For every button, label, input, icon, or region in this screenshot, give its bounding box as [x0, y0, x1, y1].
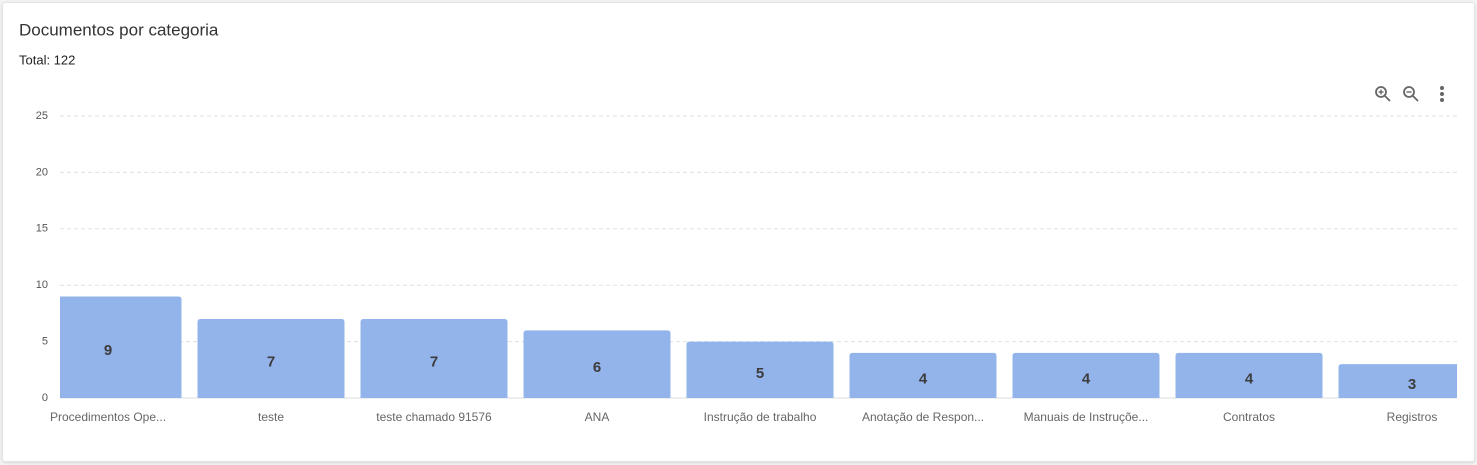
data-label: 4	[1245, 370, 1254, 387]
chart-subtitle: Total: 122	[19, 52, 75, 67]
data-label: 4	[1082, 370, 1091, 387]
x-tick-label: Procedimentos Ope...	[50, 410, 166, 424]
data-label: 5	[756, 365, 764, 382]
x-tick-label: ANA	[585, 410, 610, 424]
bar	[1175, 352, 1323, 398]
y-tick-label: 20	[36, 166, 48, 178]
menu-button[interactable]	[1440, 86, 1444, 102]
data-label: 6	[593, 359, 601, 376]
y-tick-label: 15	[36, 223, 48, 235]
zoom-in-button[interactable]	[1375, 86, 1391, 102]
y-tick-label: 10	[36, 279, 48, 291]
x-tick-label: Registros	[1387, 410, 1438, 424]
plot-area	[60, 296, 1457, 398]
x-tick-label: Anotação de Respon...	[862, 410, 984, 424]
y-tick-label: 0	[42, 392, 48, 404]
bar	[849, 352, 997, 398]
y-tick-label: 5	[42, 336, 48, 348]
data-label: 3	[1408, 376, 1416, 393]
x-tick-label: teste chamado 91576	[376, 410, 492, 424]
bar	[686, 341, 834, 398]
data-label: 9	[104, 342, 112, 359]
x-tick-label: Instrução de trabalho	[704, 410, 817, 424]
x-tick-label: teste	[258, 410, 284, 424]
bar	[1012, 352, 1160, 398]
bar	[1338, 364, 1457, 398]
bar	[360, 319, 508, 398]
data-label: 7	[267, 353, 275, 370]
bar	[523, 330, 671, 398]
bar	[197, 319, 345, 398]
y-tick-label: 25	[36, 110, 48, 122]
x-tick-label: Contratos	[1223, 410, 1275, 424]
bar	[60, 296, 182, 398]
data-label: 4	[919, 370, 928, 387]
data-label: 7	[430, 353, 438, 370]
zoom-out-button[interactable]	[1403, 86, 1419, 102]
labels: Procedimentos Ope... 9 teste 7 teste chamado…	[50, 342, 1437, 424]
x-tick-label: Manuais de Instruçõe...	[1024, 410, 1149, 424]
chart-title: Documentos por categoria	[19, 20, 219, 39]
